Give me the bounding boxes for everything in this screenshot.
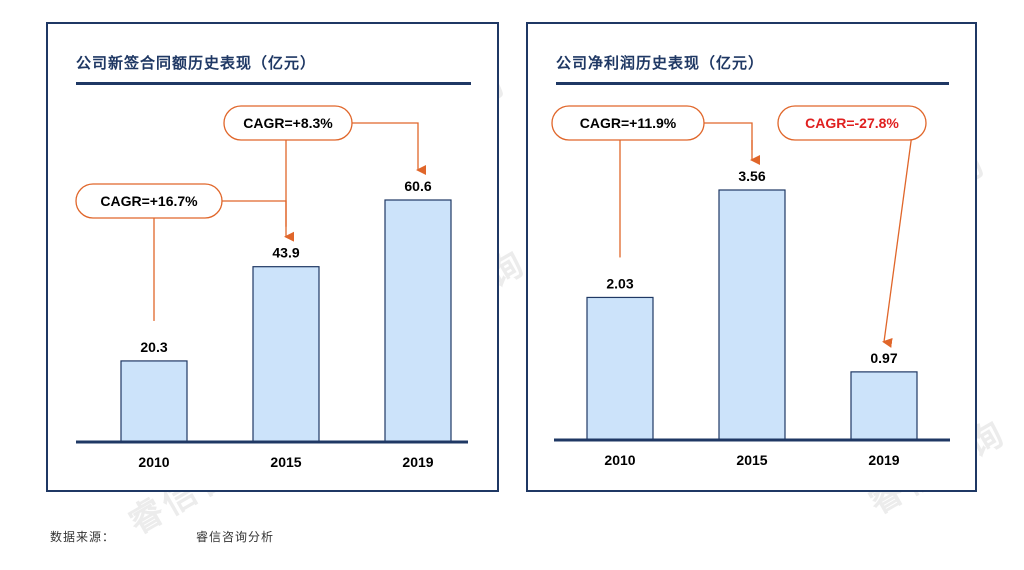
data-label-2010: 20.3 <box>140 339 167 355</box>
x-tick-label-2010: 2010 <box>138 454 169 470</box>
x-tick-label-2019: 2019 <box>868 452 899 468</box>
cagr-arrow <box>704 122 760 165</box>
cagr-arrow <box>222 200 294 242</box>
bar-2015 <box>718 189 786 441</box>
chart-title: 公司净利润历史表现（亿元） <box>556 54 765 72</box>
cagr-label: CAGR=-27.8% <box>805 115 899 131</box>
chart-panel-net-profit: 公司净利润历史表现（亿元） 2.03 2010 3.56 2015 0.97 2019 CA… <box>526 22 977 492</box>
title-rule <box>556 82 949 85</box>
cagr-label: CAGR=+8.3% <box>243 115 333 131</box>
bar-2015 <box>252 266 320 443</box>
x-tick-label-2019: 2019 <box>402 454 433 470</box>
title-rule <box>76 82 471 85</box>
data-label-2015: 3.56 <box>738 168 765 184</box>
x-tick-label-2015: 2015 <box>736 452 767 468</box>
cagr-label: CAGR=+16.7% <box>100 193 198 209</box>
x-tick-label-2015: 2015 <box>270 454 301 470</box>
chart-title: 公司新签合同额历史表现（亿元） <box>76 54 317 72</box>
cagr-box <box>75 183 223 219</box>
chart-plot-net-profit: 2.03 2010 3.56 2015 0.97 2019 CAGR=+11.9% CAGR=… <box>551 105 950 468</box>
source-label: 数据来源： <box>50 530 116 544</box>
cagr-box <box>551 105 705 141</box>
bar-2010 <box>120 360 188 443</box>
data-label-2015: 43.9 <box>272 245 299 261</box>
cagr-arrow <box>352 122 426 175</box>
cagr-box <box>223 105 353 141</box>
bar-2019 <box>384 199 452 443</box>
cagr-label: CAGR=+11.9% <box>580 115 677 131</box>
data-label-2019: 60.6 <box>404 178 431 194</box>
chart-plot-new-contracts: 20.3 2010 43.9 2015 60.6 2019 CAGR=+16.7% CAGR=… <box>75 105 468 470</box>
bar-2010 <box>586 296 654 441</box>
chart-panel-new-contracts: 公司新签合同额历史表现（亿元） 20.3 2010 43.9 2015 60.6 2019… <box>46 22 499 492</box>
cagr-arrow <box>882 139 912 348</box>
cagr-box <box>777 105 927 141</box>
x-tick-label-2010: 2010 <box>604 452 635 468</box>
source-value: 睿信咨询分析 <box>196 530 275 544</box>
bar-2019 <box>850 371 918 441</box>
data-label-2019: 0.97 <box>870 350 897 366</box>
data-label-2010: 2.03 <box>606 275 633 291</box>
